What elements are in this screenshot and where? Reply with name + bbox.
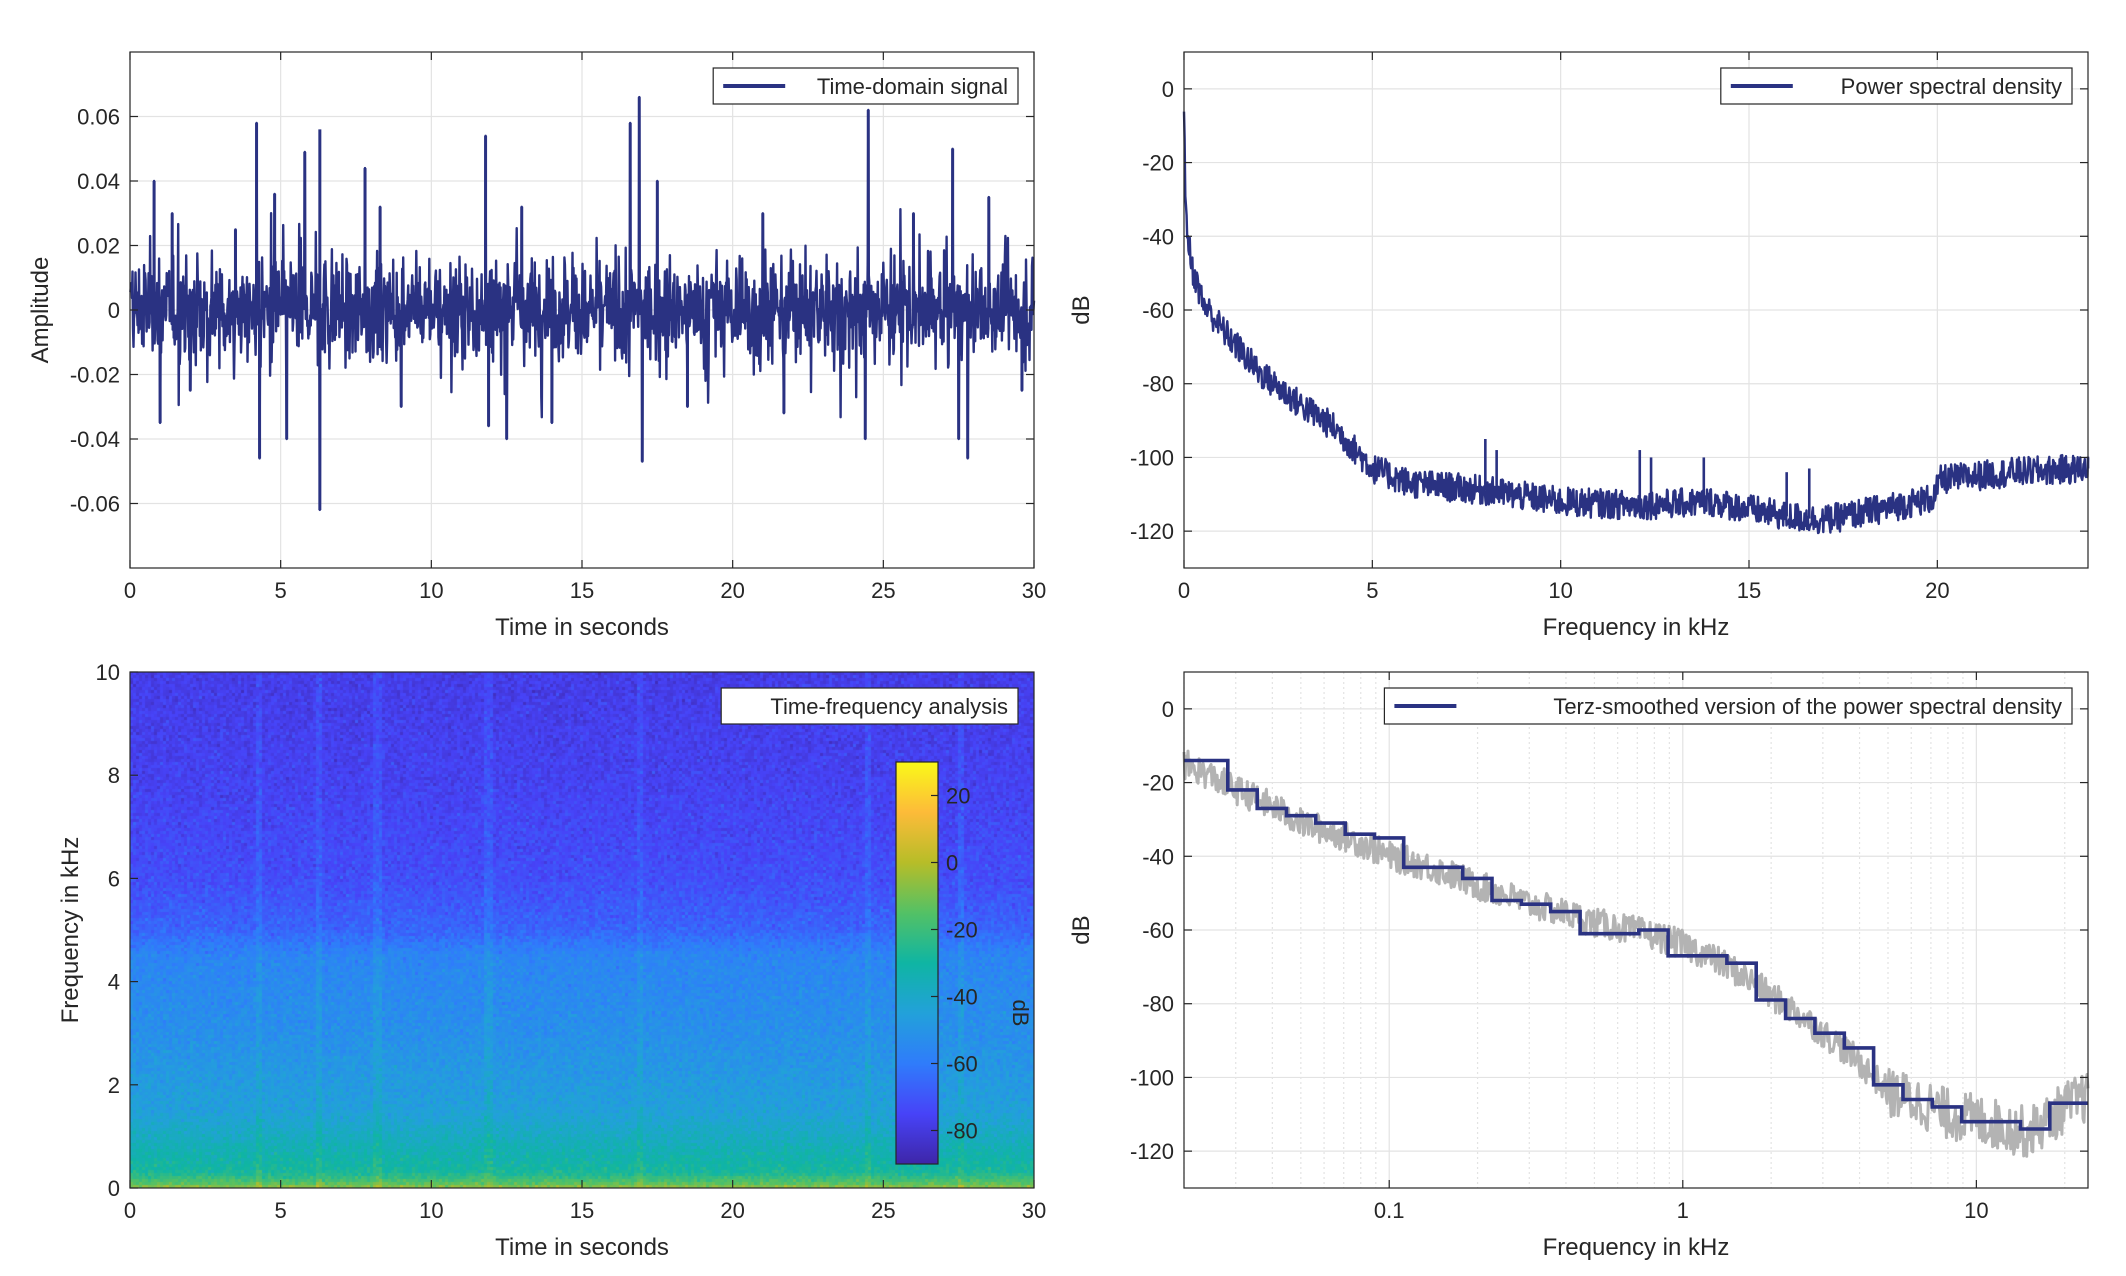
- colorbar-tick-label: -60: [946, 1052, 978, 1077]
- y-tick-label: -100: [1130, 445, 1174, 470]
- x-tick-label: 5: [275, 1198, 287, 1223]
- colorbar-tick-label: -20: [946, 918, 978, 943]
- y-tick-label: 0: [1162, 77, 1174, 102]
- x-tick-label: 30: [1022, 578, 1046, 603]
- y-ticks: 0 -20 -40 -60 -80 -100 -120: [1130, 77, 2088, 544]
- y-axis-label: Frequency in kHz: [57, 837, 84, 1024]
- x-tick-label: 25: [871, 578, 895, 603]
- terz-smoothed-panel: 0.1 1 10 0 -20 -40 -60 -80 -100 -120 Frequency in …: [1068, 671, 2090, 1261]
- x-tick-label: 15: [1737, 578, 1761, 603]
- y-tick-label: -0.04: [70, 427, 120, 452]
- y-tick-label: 6: [108, 866, 120, 891]
- x-tick-label: 0.1: [1374, 1198, 1405, 1223]
- y-tick-label: 0: [108, 1176, 120, 1201]
- y-ticks: 0 2 4 6 8 10: [96, 660, 138, 1201]
- legend: Time-domain signal: [712, 67, 1019, 105]
- x-tick-label: 20: [720, 1198, 744, 1223]
- y-axis-label: dB: [1068, 295, 1095, 324]
- y-tick-label: 10: [96, 660, 120, 685]
- y-ticks: 0 -20 -40 -60 -80 -100 -120: [1130, 697, 2088, 1164]
- y-tick-label: 0: [108, 298, 120, 323]
- x-ticks: 0 5 10 15 20: [1178, 52, 1950, 603]
- x-axis-label: Time in seconds: [495, 614, 669, 641]
- x-tick-label: 20: [1925, 578, 1949, 603]
- y-tick-label: -20: [1142, 771, 1174, 796]
- x-tick-label: 0: [1178, 578, 1190, 603]
- y-axis-label: Amplitude: [27, 257, 54, 364]
- x-ticks: 0 5 10 15 20 25 30: [124, 52, 1046, 603]
- x-axis-label: Frequency in kHz: [1543, 614, 1730, 641]
- colorbar-bar: [895, 761, 939, 1165]
- y-tick-label: -120: [1130, 1139, 1174, 1164]
- terz-smoothed-line: [1184, 758, 2088, 1131]
- y-tick-label: -0.02: [70, 363, 120, 388]
- y-tick-label: -60: [1142, 918, 1174, 943]
- x-tick-label: 10: [419, 578, 443, 603]
- y-tick-label: -100: [1130, 1065, 1174, 1090]
- colorbar-tick-label: 0: [946, 851, 958, 876]
- legend: Terz-smoothed version of the power spect…: [1383, 687, 2073, 725]
- x-axis-label: Time in seconds: [495, 1234, 669, 1261]
- y-ticks: -0.06 -0.04 -0.02 0 0.02 0.04 0.06: [70, 105, 1034, 517]
- x-tick-label: 20: [720, 578, 744, 603]
- spectrogram-panel: 0 5 10 15 20 25 30 0 2 4 6 8 10 Time in seconds Freque…: [57, 660, 1046, 1261]
- y-tick-label: 0: [1162, 697, 1174, 722]
- legend-box: [1383, 687, 2073, 725]
- colorbar-label: dB: [1008, 1000, 1033, 1027]
- y-tick-label: -20: [1142, 151, 1174, 176]
- x-tick-label: 15: [570, 1198, 594, 1223]
- y-tick-label: -60: [1142, 298, 1174, 323]
- legend-label: Time-domain signal: [817, 74, 1008, 99]
- colorbar-tick-label: -40: [946, 985, 978, 1010]
- y-tick-label: -40: [1142, 224, 1174, 249]
- colorbar-tick-label: -80: [946, 1119, 978, 1144]
- x-axis-label: Frequency in kHz: [1543, 1234, 1730, 1261]
- colorbar-tick-label: 20: [946, 784, 970, 809]
- psd-spikes: [1484, 439, 2090, 519]
- y-tick-label: 4: [108, 970, 120, 995]
- signal-peaks: [152, 97, 1024, 510]
- x-ticks: 0 5 10 15 20 25 30: [124, 1180, 1046, 1223]
- spectrogram-image: [130, 672, 1034, 1188]
- y-tick-label: -120: [1130, 519, 1174, 544]
- y-axis-label: dB: [1068, 915, 1095, 944]
- x-ticks: 0.1 1 10: [1374, 672, 1989, 1223]
- y-tick-label: 0.02: [77, 234, 120, 259]
- x-tick-label: 0: [124, 578, 136, 603]
- legend-label: Time-frequency analysis: [770, 694, 1008, 719]
- x-tick-label: 5: [275, 578, 287, 603]
- legend-label: Power spectral density: [1841, 74, 2062, 99]
- legend-label: Terz-smoothed version of the power spect…: [1553, 694, 2062, 719]
- signal-line: [128, 95, 1036, 512]
- x-tick-label: 10: [419, 1198, 443, 1223]
- y-tick-label: 2: [108, 1073, 120, 1098]
- raw-psd-line: [1182, 749, 2090, 1158]
- x-tick-label: 1: [1677, 1198, 1689, 1223]
- y-tick-label: -80: [1142, 372, 1174, 397]
- power-spectrum-panel: 0 5 10 15 20 0 -20 -40 -60 -80 -100 -120 Frequency i…: [1068, 51, 2090, 641]
- colorbar: 20 0 -20 -40 -60 -80 dB: [895, 761, 1033, 1165]
- legend-box: [720, 687, 1019, 725]
- y-tick-label: 0.04: [77, 169, 120, 194]
- x-tick-label: 0: [124, 1198, 136, 1223]
- x-tick-label: 5: [1366, 578, 1378, 603]
- legend: Power spectral density: [1720, 67, 2073, 105]
- x-tick-label: 15: [570, 578, 594, 603]
- y-tick-label: -80: [1142, 992, 1174, 1017]
- y-tick-label: 0.06: [77, 105, 120, 130]
- x-tick-label: 10: [1548, 578, 1572, 603]
- x-tick-label: 10: [1964, 1198, 1988, 1223]
- legend: Time-frequency analysis: [720, 687, 1019, 725]
- x-tick-label: 30: [1022, 1198, 1046, 1223]
- time-domain-panel: 0 5 10 15 20 25 30 -0.06 -0.04 -0.02 0 0.02 0.04 0.06…: [27, 51, 1046, 641]
- psd-line: [1182, 111, 2090, 535]
- y-tick-label: -0.06: [70, 492, 120, 517]
- y-tick-label: -40: [1142, 844, 1174, 869]
- x-tick-label: 25: [871, 1198, 895, 1223]
- y-tick-label: 8: [108, 763, 120, 788]
